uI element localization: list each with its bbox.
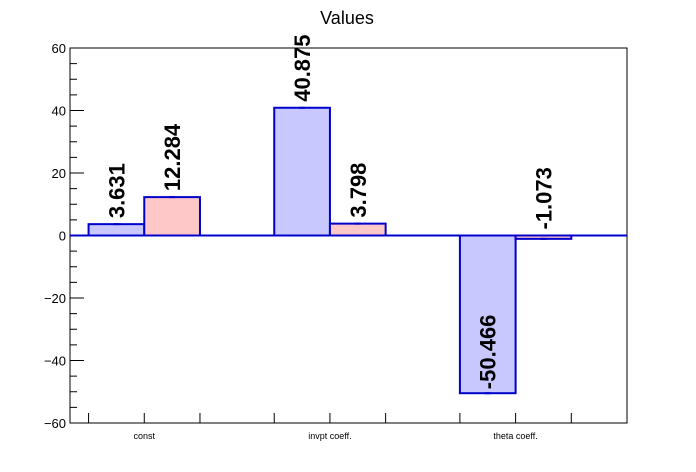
data-label: -1.073 [531, 167, 556, 229]
bar [328, 222, 387, 237]
x-category-label: const [134, 431, 156, 441]
data-label: 3.798 [346, 163, 371, 218]
x-category-label: invpt coeff. [308, 431, 351, 441]
y-tick-label: −20 [44, 291, 66, 306]
y-tick-label: 40 [52, 104, 66, 119]
chart-plot-area: −60 −40 −20 0 20 40 60 const invpt coeff. theta c… [44, 34, 628, 441]
bar [143, 196, 201, 237]
bar [458, 234, 517, 395]
y-tick-label: 20 [52, 166, 66, 181]
y-tick-label: 0 [59, 229, 66, 244]
data-label: -50.466 [476, 315, 501, 390]
bar [87, 223, 146, 237]
y-tick-label: 60 [52, 41, 66, 56]
data-label: 12.284 [160, 123, 185, 191]
y-tick-label: −60 [44, 416, 66, 431]
data-label: 40.875 [290, 34, 315, 101]
bar [273, 106, 331, 237]
y-tick-label: −40 [44, 354, 66, 369]
chart-title: Values [320, 8, 374, 28]
x-category-label: theta coeff. [493, 431, 537, 441]
data-label: 3.631 [104, 163, 129, 218]
